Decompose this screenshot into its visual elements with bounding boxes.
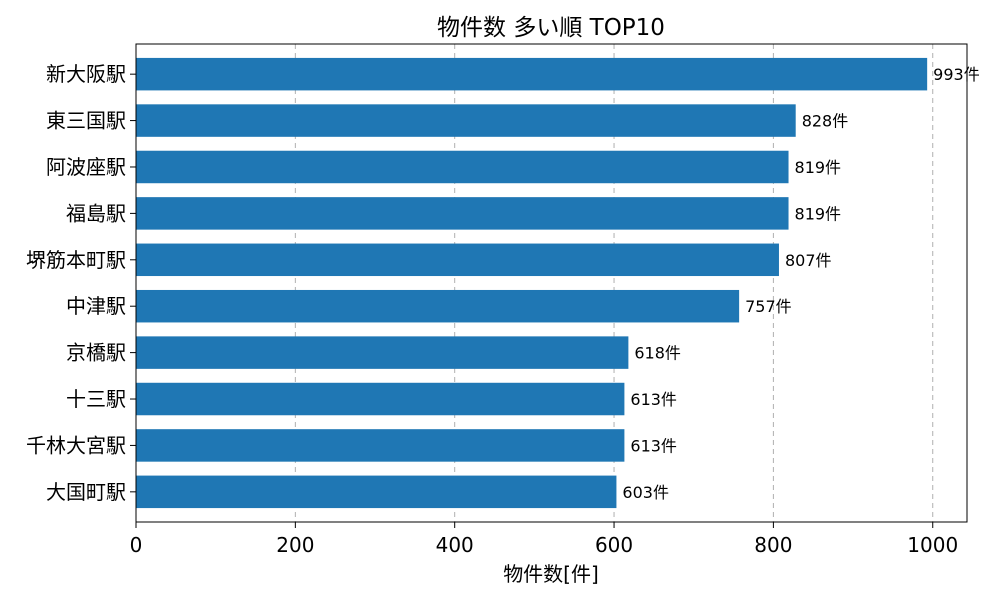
value-label: 819件	[795, 158, 842, 177]
bar	[136, 429, 625, 462]
bar	[136, 104, 796, 137]
x-tick-label: 0	[130, 533, 143, 557]
value-label: 757件	[745, 297, 792, 316]
category-label: 中津駅	[66, 294, 126, 318]
value-label: 807件	[785, 251, 832, 270]
category-label: 阿波座駅	[46, 155, 126, 179]
bar-layer	[136, 57, 928, 509]
category-label: 福島駅	[66, 201, 126, 225]
value-label: 613件	[630, 436, 677, 455]
chart-title: 物件数 多い順 TOP10	[437, 15, 665, 41]
plot-frame	[135, 43, 968, 523]
bar	[136, 382, 625, 416]
x-axis-label: 物件数[件]	[503, 562, 599, 586]
category-label: 新大阪駅	[46, 62, 126, 86]
value-label: 828件	[802, 112, 849, 131]
category-label: 堺筋本町駅	[26, 248, 126, 272]
bar	[136, 150, 789, 184]
bar	[136, 243, 779, 277]
value-label: 613件	[630, 390, 677, 409]
value-label: 819件	[795, 204, 842, 223]
x-tick-label: 600	[595, 533, 633, 557]
bar	[136, 475, 617, 509]
bar	[136, 197, 789, 230]
bar	[136, 57, 928, 91]
bar	[136, 289, 740, 323]
x-tick-label: 800	[754, 533, 792, 557]
value-label: 603件	[622, 483, 669, 502]
category-label: 大国町駅	[46, 480, 126, 504]
tick-layer: 0 200 400 600 800 1000	[130, 73, 958, 557]
bar	[136, 336, 629, 369]
category-label: 京橋駅	[66, 341, 126, 365]
value-label: 993件	[933, 65, 980, 84]
category-label: 十三駅	[66, 387, 126, 411]
x-tick-label: 400	[436, 533, 474, 557]
category-label: 東三国駅	[46, 109, 126, 133]
value-label: 618件	[634, 344, 681, 363]
x-tick-label: 1000	[907, 533, 958, 557]
category-label: 千林大宮駅	[26, 433, 126, 457]
x-tick-label: 200	[276, 533, 314, 557]
